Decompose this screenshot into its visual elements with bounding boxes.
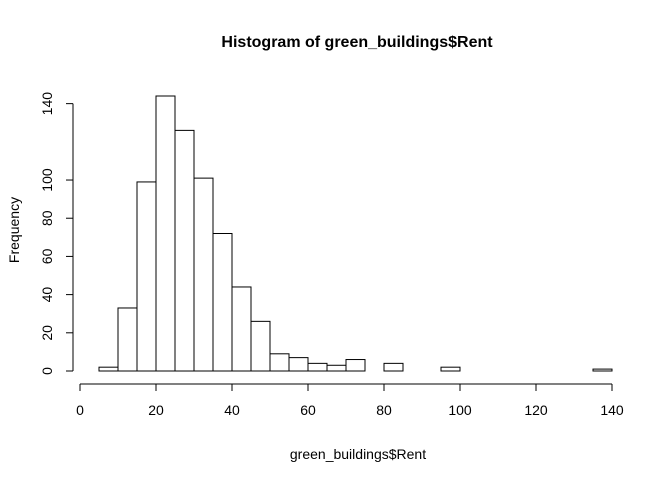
y-tick-label: 60 [39,248,55,264]
y-tick-label: 40 [39,287,55,303]
histogram-bar [592,368,613,372]
y-axis: 0 20 40 60 80 100 140 [39,92,74,375]
histogram-bar [98,366,119,372]
x-tick-label: 0 [76,402,84,418]
x-tick-label: 100 [448,402,472,418]
y-tick-label: 20 [39,325,55,341]
x-tick-label: 60 [300,402,316,418]
histogram-bar [307,362,328,372]
x-axis: 0 20 40 60 80 100 120 140 [76,383,624,418]
histogram-bar [383,362,404,372]
y-axis-label: Frequency [6,197,22,263]
y-tick-label: 100 [39,168,55,192]
histogram-bar [345,359,366,372]
histogram-bar [193,177,214,372]
histogram-bars [98,95,613,372]
x-tick-label: 80 [376,402,392,418]
histogram-bar [326,364,347,372]
y-tick-label: 140 [39,92,55,116]
chart-title: Histogram of green_buildings$Rent [221,34,493,51]
histogram-bar [288,357,309,372]
x-axis-label: green_buildings$Rent [290,446,426,462]
y-tick-label: 0 [39,367,55,375]
histogram-bar [269,353,290,372]
histogram-bar [155,95,176,372]
histogram-bar [117,307,138,372]
x-tick-label: 20 [148,402,164,418]
histogram-bar [136,181,157,372]
histogram-bar [440,366,461,372]
histogram-bar [174,129,195,372]
x-tick-label: 140 [600,402,624,418]
x-tick-label: 120 [524,402,548,418]
x-tick-label: 40 [224,402,240,418]
histogram-bar [231,286,252,372]
histogram-bar [250,320,271,372]
histogram-bar [212,233,233,372]
y-tick-label: 80 [39,210,55,226]
